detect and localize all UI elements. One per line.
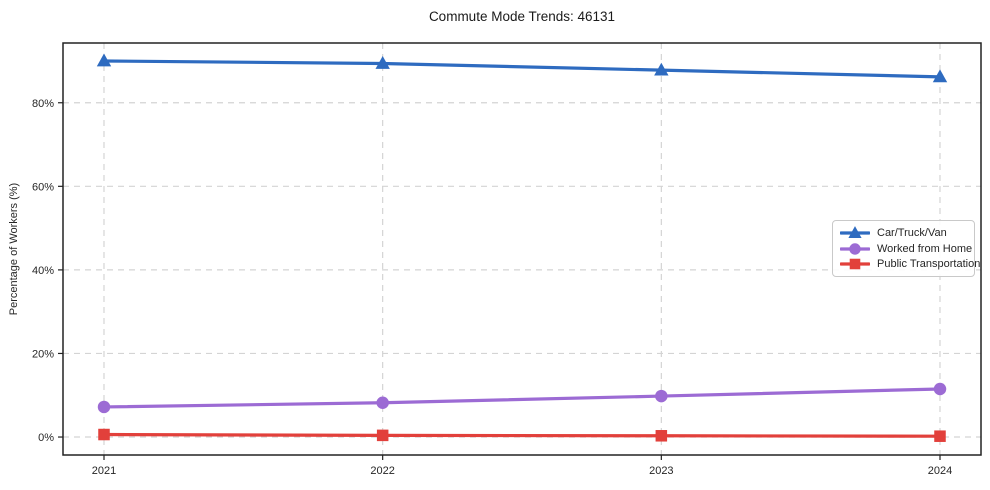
legend-marker-square-icon (840, 258, 870, 270)
legend: Car/Truck/Van Worked from Home Public Tr… (832, 220, 980, 277)
series-car-truck-van (96, 53, 948, 83)
y-tick-label: 0% (38, 432, 54, 444)
series-worked-from-home (97, 382, 947, 414)
series-public-transportation (98, 428, 946, 442)
legend-item-car-truck-van: Car/Truck/Van (840, 225, 966, 241)
x-tick-label: 2022 (370, 465, 394, 477)
legend-label: Car/Truck/Van (877, 226, 947, 239)
x-tick-label: 2024 (928, 465, 952, 477)
chart-title: Commute Mode Trends: 46131 (428, 9, 616, 24)
legend-marker-triangle-icon (840, 226, 870, 238)
y-tick-label: 60% (32, 181, 54, 193)
y-tick-label: 80% (32, 98, 54, 110)
legend-item-public-transportation: Public Transportation (840, 256, 980, 272)
legend-label: Worked from Home (877, 242, 973, 255)
y-axis-label: Percentage of Workers (%) (8, 182, 20, 316)
axis-ticks: 0% 20% 40% 60% 80% 2021 2022 2023 2024 (32, 98, 952, 477)
x-tick-label: 2023 (649, 465, 673, 477)
legend-item-worked-from-home: Worked from Home (840, 241, 972, 257)
x-tick-label: 2021 (92, 465, 116, 477)
y-tick-label: 40% (32, 265, 54, 277)
legend-marker-circle-icon (840, 242, 870, 255)
y-tick-label: 20% (32, 348, 54, 360)
legend-label: Public Transportation (877, 258, 981, 271)
axes-box (62, 42, 982, 456)
